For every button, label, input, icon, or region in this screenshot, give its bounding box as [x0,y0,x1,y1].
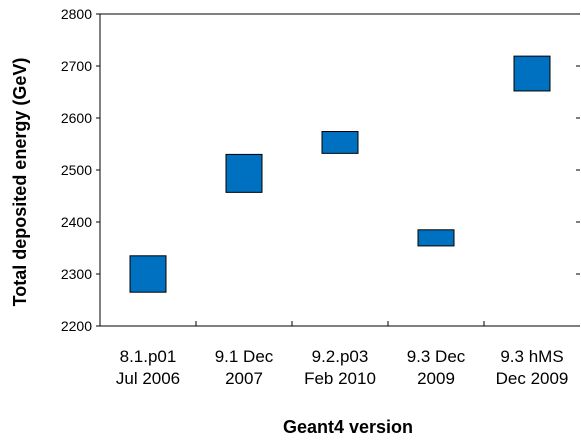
x-category-label: 9.3 hMS [500,347,563,366]
y-tick-label: 2400 [61,214,92,230]
x-category-label: Dec 2009 [496,369,569,388]
x-category-label: 2009 [417,369,455,388]
data-markers [129,55,551,293]
data-box [321,131,359,154]
x-category-label: 2007 [225,369,263,388]
x-axis-ticks: 8.1.p01 Jul 2006 9.1 Dec 2007 9.2.p03 Feb 201… [116,321,569,388]
y-axis-title: Total deposited energy (GeV) [10,58,30,307]
x-category-label: 9.2.p03 [312,347,369,366]
x-category-label: 8.1.p01 [120,347,177,366]
y-tick-label: 2800 [61,6,92,22]
y-axis-ticks: 2200 2300 2400 2500 2600 2700 2800 [61,6,580,334]
y-tick-label: 2300 [61,266,92,282]
y-tick-label: 2200 [61,318,92,334]
data-box [513,55,551,92]
x-axis-title: Geant4 version [283,417,413,437]
y-tick-label: 2700 [61,58,92,74]
x-category-label: 9.3 Dec [407,347,466,366]
data-box [225,153,263,193]
data-box [129,255,167,293]
x-category-label: 9.1 Dec [215,347,274,366]
x-category-label: Jul 2006 [116,369,180,388]
y-tick-label: 2600 [61,110,92,126]
y-tick-label: 2500 [61,162,92,178]
data-box [417,229,455,247]
x-category-label: Feb 2010 [304,369,376,388]
